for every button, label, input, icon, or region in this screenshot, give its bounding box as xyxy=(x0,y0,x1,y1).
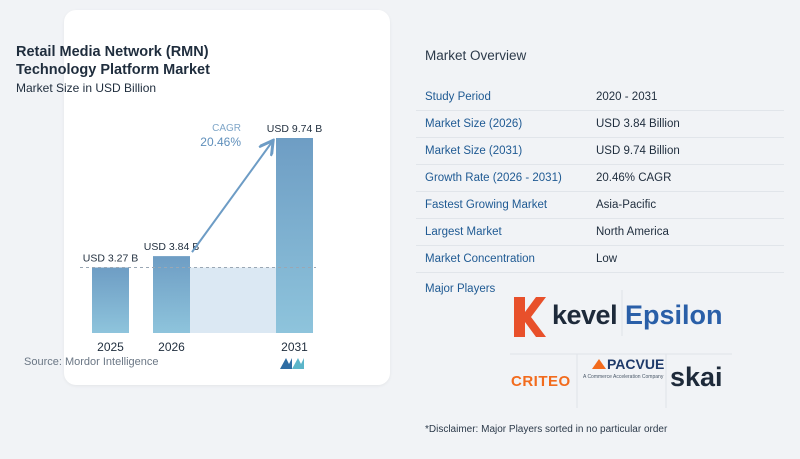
major-players-label: Major Players xyxy=(425,283,496,295)
overview-row-key: Largest Market xyxy=(416,218,587,246)
overview-row-value: North America xyxy=(587,218,784,246)
bar-chart: USD 3.27 B 2025 USD 3.84 B 2026 USD 9.74 B 20… xyxy=(80,123,322,354)
overview-row-key: Fastest Growing Market xyxy=(416,191,587,219)
bar-value-label: USD 3.84 B xyxy=(144,241,199,253)
cagr-label: CAGR xyxy=(212,123,241,134)
skai-logo-text: skai xyxy=(670,362,723,392)
pacvue-logo-text: PACVUE xyxy=(607,356,665,372)
cagr-value: 20.46% xyxy=(200,135,241,149)
pacvue-tagline: A Commerce Acceleration Company xyxy=(583,374,664,380)
overview-row-key: Market Size (2026) xyxy=(416,110,587,138)
overview-row: Fastest Growing Market Asia-Pacific xyxy=(416,191,784,219)
source-text: Source: Mordor Intelligence xyxy=(24,356,159,368)
criteo-logo-text: CRITEO xyxy=(511,373,571,390)
bar-2026 xyxy=(153,256,190,333)
disclaimer-text: *Disclaimer: Major Players sorted in no … xyxy=(425,424,668,435)
epsilon-logo-text: Epsilon xyxy=(625,300,723,330)
overview-row-value: USD 3.84 Billion xyxy=(587,110,784,138)
overview-row-key: Market Concentration xyxy=(416,245,587,273)
kevel-k-icon xyxy=(514,297,546,337)
mordor-logo-icon xyxy=(280,358,304,369)
overview-row-value: USD 9.74 Billion xyxy=(587,137,784,165)
overview-row: Growth Rate (2026 - 2031) 20.46% CAGR xyxy=(416,164,784,192)
chart-title: Retail Media Network (RMN) Technology Pl… xyxy=(16,43,306,79)
growth-band xyxy=(190,267,276,333)
market-overview-title: Market Overview xyxy=(425,48,527,63)
cagr-arrow xyxy=(191,142,272,253)
overview-row: Market Concentration Low xyxy=(416,245,784,273)
pacvue-mark-icon xyxy=(592,359,606,369)
overview-row-value: 2020 - 2031 xyxy=(587,84,784,111)
overview-row-key: Growth Rate (2026 - 2031) xyxy=(416,164,587,192)
x-tick-label: 2025 xyxy=(97,340,124,354)
chart-title-line1: Retail Media Network (RMN) xyxy=(16,44,209,60)
major-players-logos: kevel Epsilon CRITEO PACVUE A Commerce A… xyxy=(510,290,732,410)
bar-2031 xyxy=(276,138,313,333)
overview-row-value: Low xyxy=(587,245,784,273)
overview-row-key: Study Period xyxy=(416,84,587,111)
players-grid xyxy=(510,290,732,408)
chart-subtitle: Market Size in USD Billion xyxy=(16,81,157,95)
overview-row: Study Period 2020 - 2031 xyxy=(416,84,784,111)
x-tick-label: 2026 xyxy=(158,340,185,354)
overview-row-value: Asia-Pacific xyxy=(587,191,784,219)
overview-row-value: 20.46% CAGR xyxy=(587,164,784,192)
overview-row: Market Size (2026) USD 3.84 Billion xyxy=(416,110,784,138)
chart-title-line2: Technology Platform Market xyxy=(16,62,210,78)
kevel-logo-text: kevel xyxy=(552,300,618,330)
x-tick-label: 2031 xyxy=(281,340,308,354)
overview-row: Market Size (2031) USD 9.74 Billion xyxy=(416,137,784,165)
overview-row-key: Market Size (2031) xyxy=(416,137,587,165)
overview-table: Study Period 2020 - 2031 Market Size (2026… xyxy=(416,84,784,273)
bar-2025 xyxy=(92,267,129,333)
bar-value-label: USD 9.74 B xyxy=(267,123,322,135)
overview-row: Largest Market North America xyxy=(416,218,784,246)
bar-value-label: USD 3.27 B xyxy=(83,253,138,265)
